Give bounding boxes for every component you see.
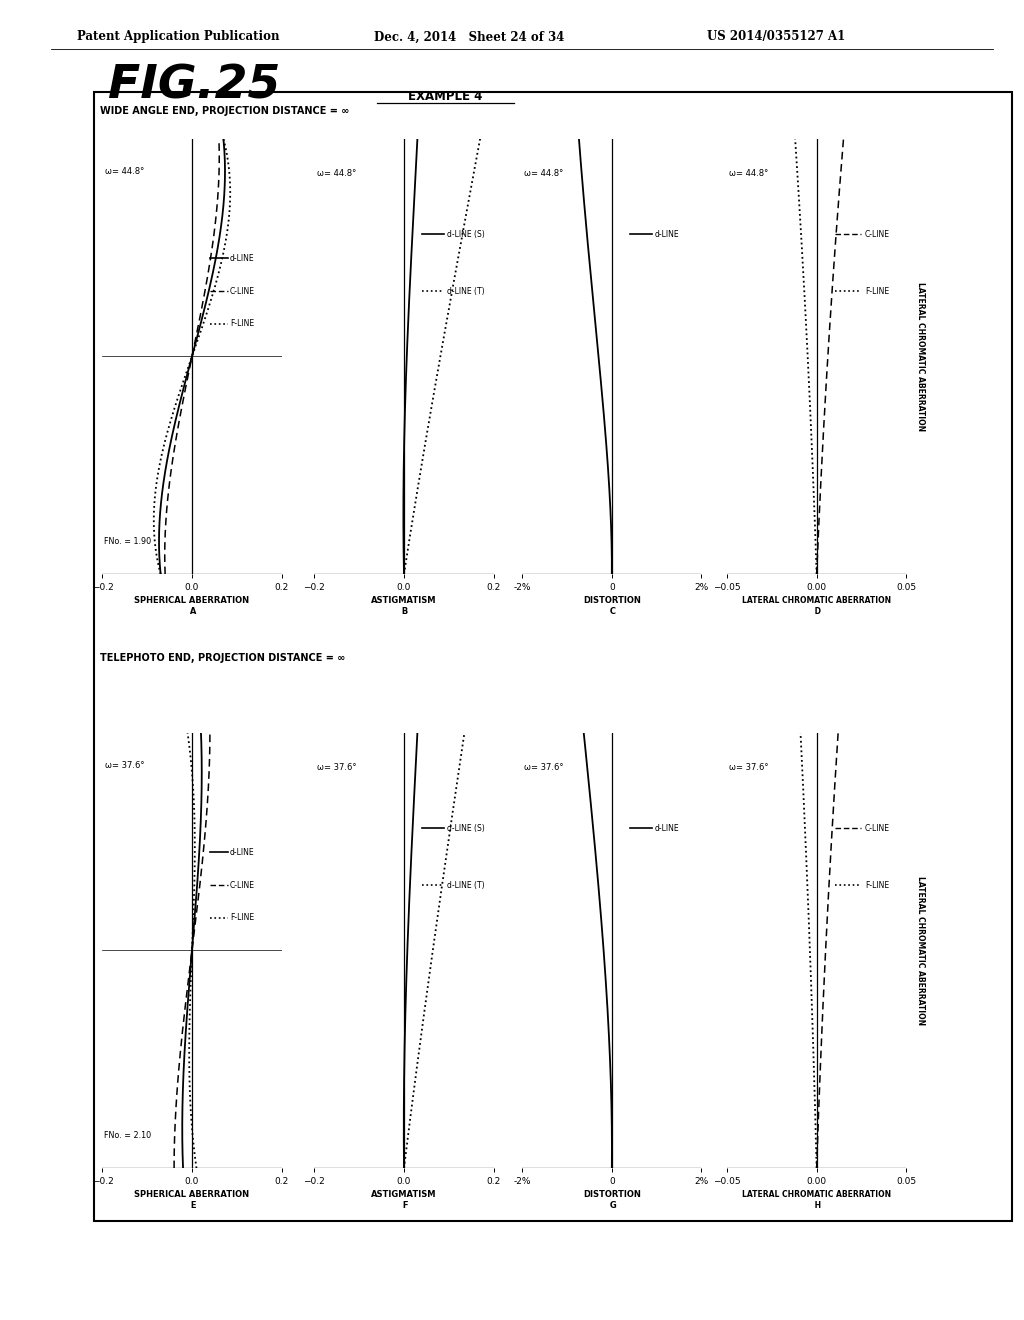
Text: F-LINE: F-LINE xyxy=(865,286,889,296)
Text: US 2014/0355127 A1: US 2014/0355127 A1 xyxy=(707,30,845,44)
Text: d-LINE: d-LINE xyxy=(654,824,679,833)
X-axis label: DISTORTION
 G: DISTORTION G xyxy=(583,1191,641,1210)
X-axis label: SPHERICAL ABERRATION
 A: SPHERICAL ABERRATION A xyxy=(134,597,250,616)
Text: FNo. = 1.90: FNo. = 1.90 xyxy=(103,537,151,546)
Text: ω= 44.8°: ω= 44.8° xyxy=(729,169,768,178)
Text: ω= 44.8°: ω= 44.8° xyxy=(104,166,144,176)
X-axis label: ASTIGMATISM
 F: ASTIGMATISM F xyxy=(372,1191,436,1210)
Text: d-LINE (T): d-LINE (T) xyxy=(446,880,484,890)
X-axis label: SPHERICAL ABERRATION
 E: SPHERICAL ABERRATION E xyxy=(134,1191,250,1210)
Y-axis label: LATERAL CHROMATIC ABERRATION: LATERAL CHROMATIC ABERRATION xyxy=(915,876,925,1024)
X-axis label: LATERAL CHROMATIC ABERRATION
 H: LATERAL CHROMATIC ABERRATION H xyxy=(742,1191,891,1210)
Text: Patent Application Publication: Patent Application Publication xyxy=(77,30,280,44)
Text: d-LINE: d-LINE xyxy=(230,847,255,857)
Text: d-LINE (T): d-LINE (T) xyxy=(446,286,484,296)
Text: ω= 37.6°: ω= 37.6° xyxy=(104,760,144,770)
Text: C-LINE: C-LINE xyxy=(230,880,255,890)
X-axis label: DISTORTION
 C: DISTORTION C xyxy=(583,597,641,616)
Text: F-LINE: F-LINE xyxy=(230,913,254,923)
Text: d-LINE (S): d-LINE (S) xyxy=(446,824,484,833)
Text: ω= 37.6°: ω= 37.6° xyxy=(316,763,356,772)
Text: ω= 44.8°: ω= 44.8° xyxy=(524,169,564,178)
Text: ω= 37.6°: ω= 37.6° xyxy=(729,763,768,772)
Text: Dec. 4, 2014   Sheet 24 of 34: Dec. 4, 2014 Sheet 24 of 34 xyxy=(374,30,564,44)
Text: d-LINE: d-LINE xyxy=(654,230,679,239)
Text: FIG.25: FIG.25 xyxy=(108,63,280,108)
Text: F-LINE: F-LINE xyxy=(865,880,889,890)
Y-axis label: LATERAL CHROMATIC ABERRATION: LATERAL CHROMATIC ABERRATION xyxy=(915,282,925,430)
Text: C-LINE: C-LINE xyxy=(865,230,890,239)
Text: F-LINE: F-LINE xyxy=(230,319,254,329)
Text: ω= 44.8°: ω= 44.8° xyxy=(316,169,356,178)
Text: d-LINE (S): d-LINE (S) xyxy=(446,230,484,239)
Text: ω= 37.6°: ω= 37.6° xyxy=(524,763,564,772)
Text: TELEPHOTO END, PROJECTION DISTANCE = ∞: TELEPHOTO END, PROJECTION DISTANCE = ∞ xyxy=(100,653,346,664)
Text: C-LINE: C-LINE xyxy=(865,824,890,833)
X-axis label: LATERAL CHROMATIC ABERRATION
 D: LATERAL CHROMATIC ABERRATION D xyxy=(742,597,891,616)
Text: C-LINE: C-LINE xyxy=(230,286,255,296)
Text: EXAMPLE 4: EXAMPLE 4 xyxy=(409,90,482,103)
Text: d-LINE: d-LINE xyxy=(230,253,255,263)
Text: WIDE ANGLE END, PROJECTION DISTANCE = ∞: WIDE ANGLE END, PROJECTION DISTANCE = ∞ xyxy=(100,106,350,116)
Text: FNo. = 2.10: FNo. = 2.10 xyxy=(103,1131,151,1140)
X-axis label: ASTIGMATISM
 B: ASTIGMATISM B xyxy=(372,597,436,616)
